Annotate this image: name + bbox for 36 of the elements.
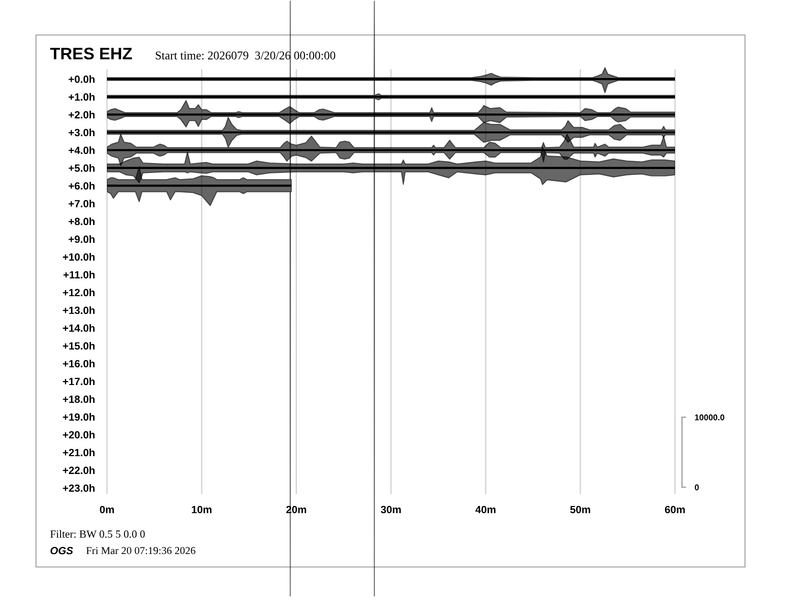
y-tick-label: +22.0h [62,466,95,474]
x-tick-label: 30m [380,506,401,514]
y-tick-label: +20.0h [62,430,95,438]
annotation: Filter: BW 0.5 5 0.0 0 [50,530,145,538]
y-tick-label: +3.0h [68,128,95,136]
y-tick-label: +4.0h [68,146,95,154]
y-tick-label: +18.0h [62,395,95,403]
y2-tick-label: 10000.0 [695,414,724,420]
y-tick-label: +0.0h [68,75,95,83]
y-tick-label: +19.0h [62,413,95,421]
y-tick-label: +1.0h [68,93,95,101]
y-tick-label: +15.0h [62,342,95,350]
y-tick-label: +14.0h [62,324,95,332]
y-tick-label: +11.0h [63,270,95,278]
y-tick-label: +16.0h [62,360,95,368]
y-tick-label: +23.0h [62,484,95,492]
y-tick-label: +7.0h [68,200,95,208]
y-tick-label: +9.0h [68,235,95,243]
y-tick-label: +8.0h [68,217,95,226]
x-tick-label: 50m [570,506,590,514]
y-tick-label: +5.0h [68,164,95,172]
y-tick-label: +13.0h [62,306,95,314]
y-tick-label: +2.0h [68,110,95,118]
x-tick-label: 40m [475,506,496,514]
y-tick-label: +12.0h [62,288,95,296]
y-tick-label: +6.0h [68,182,95,190]
x-tick-label: 10m [192,506,212,514]
y-tick-label: +21.0h [62,448,95,456]
text: OGS [50,546,74,554]
y-tick-label: +17.0h [62,378,95,386]
y2-tick-label: 0 [694,484,699,490]
text: TRES EHZ [50,48,132,60]
x-tick-label: 0m [100,506,114,514]
y-tick-label: +10.0h [62,253,95,261]
x-tick-label: 60m [664,506,685,514]
annotation: Fri Mar 20 07:19:36 2026 [86,547,196,554]
